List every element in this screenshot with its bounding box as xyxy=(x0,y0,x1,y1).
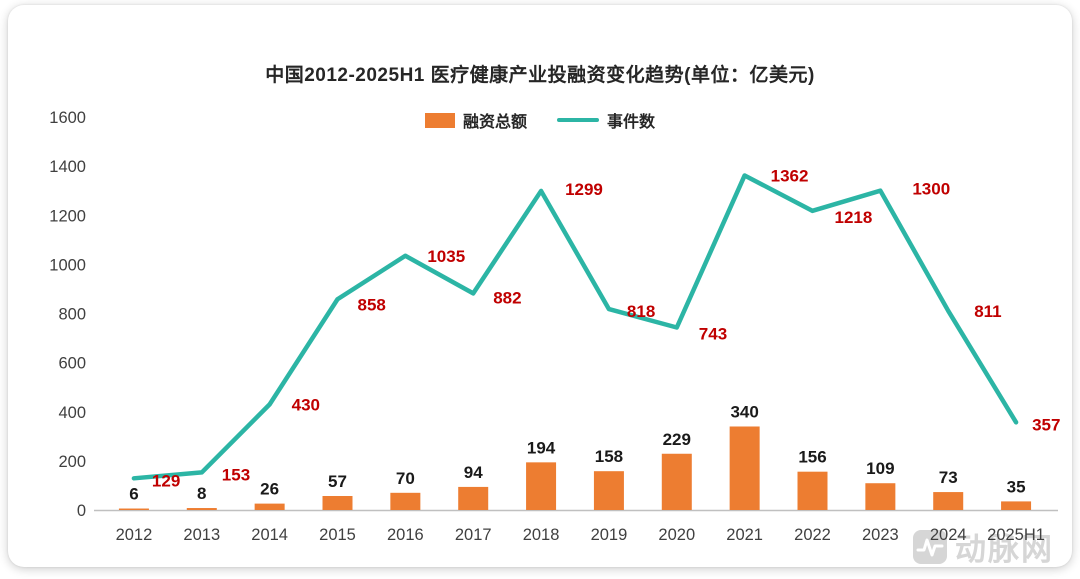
watermark-text: 动脉网 xyxy=(955,532,1054,567)
chart-title: 中国2012-2025H1 医疗健康产业投融资变化趋势(单位：亿美元) xyxy=(265,65,815,86)
dongmai-logo-icon xyxy=(913,529,947,564)
watermark: 动脉网 xyxy=(912,524,1054,569)
chart-card xyxy=(8,5,1072,567)
legend-label-events: 事件数 xyxy=(607,114,656,131)
bar-series-swatch-icon xyxy=(424,112,455,128)
line-series-swatch-icon xyxy=(557,118,599,122)
legend-item-funding: 融资总额 xyxy=(424,108,527,132)
legend-label-funding: 融资总额 xyxy=(462,114,527,131)
legend: 融资总额 事件数 xyxy=(0,108,1080,132)
legend-item-events: 事件数 xyxy=(557,108,655,132)
